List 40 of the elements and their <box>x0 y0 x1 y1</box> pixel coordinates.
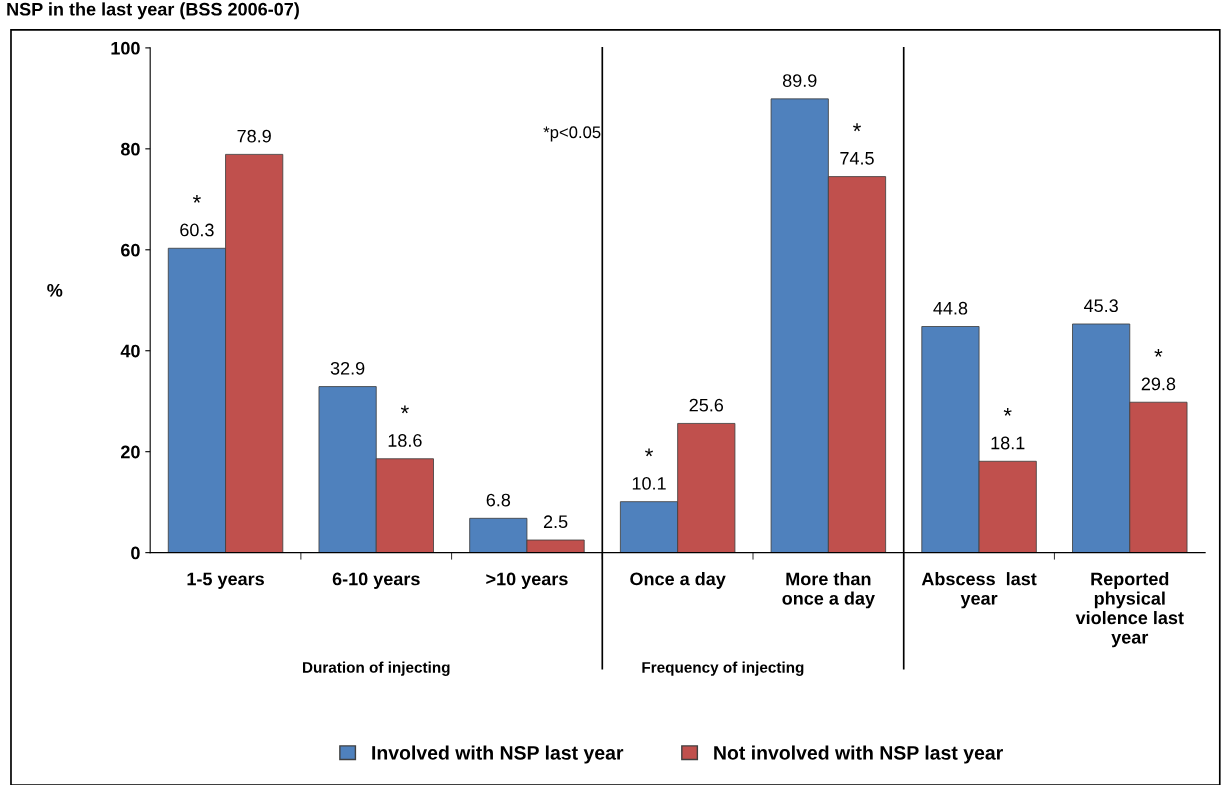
data-label: 78.9 <box>237 129 271 143</box>
x-tick-label: >10 years <box>486 572 568 589</box>
data-label: 44.8 <box>933 301 968 315</box>
x-tick-label: 1-5 years <box>187 572 264 589</box>
data-label: 6.8 <box>486 493 511 507</box>
data-label: 18.6 <box>388 434 422 447</box>
y-tick-label: 0 <box>131 546 140 560</box>
annotation: * <box>1003 408 1012 416</box>
y-tick-label: 20 <box>121 445 140 459</box>
annotation: * <box>400 405 409 414</box>
data-label: 2.5 <box>543 515 568 529</box>
text: Duration of injecting <box>303 661 450 676</box>
annotation: *p<0.05 <box>543 126 601 142</box>
data-label: 10.1 <box>632 476 666 490</box>
x-tick-label: Reported physical violence last year <box>1075 572 1184 648</box>
data-label: 60.3 <box>180 223 214 237</box>
data-label: 32.9 <box>330 361 365 375</box>
data-label: 74.5 <box>840 152 874 165</box>
y-axis-title: % <box>47 283 63 297</box>
data-label: 29.8 <box>1141 377 1176 391</box>
annotation: * <box>853 123 861 132</box>
data-label: 89.9 <box>782 74 817 87</box>
legend-label: Not involved with NSP last year <box>714 745 1003 764</box>
chart-title: NSP in the last year (BSS 2006-07) <box>7 2 299 20</box>
y-tick-label: 60 <box>121 243 140 257</box>
legend-label: Involved with NSP last year <box>372 745 624 764</box>
x-tick-label: More than once a day <box>782 572 875 609</box>
x-tick-label: Abscess last year <box>921 572 1037 609</box>
data-label: 45.3 <box>1083 299 1118 313</box>
data-label: 25.6 <box>689 398 724 412</box>
x-tick-label: 6-10 years <box>332 572 420 589</box>
y-tick-label: 80 <box>120 142 140 156</box>
y-tick-label: 40 <box>120 344 140 358</box>
annotation: * <box>1154 348 1163 357</box>
annotation: * <box>645 448 653 457</box>
y-tick-label: 100 <box>111 41 140 55</box>
data-label: 18.1 <box>991 436 1025 450</box>
annotation: * <box>192 195 201 203</box>
x-tick-label: Once a day <box>630 572 726 589</box>
text: Frequency of injecting <box>642 661 804 676</box>
